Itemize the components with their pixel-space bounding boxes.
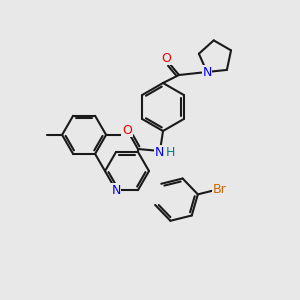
Text: Br: Br xyxy=(212,183,226,196)
Text: N: N xyxy=(154,146,164,158)
Text: N: N xyxy=(202,65,212,79)
Text: O: O xyxy=(161,52,171,64)
Text: H: H xyxy=(165,146,175,158)
Text: O: O xyxy=(122,124,132,136)
Text: N: N xyxy=(111,184,121,196)
